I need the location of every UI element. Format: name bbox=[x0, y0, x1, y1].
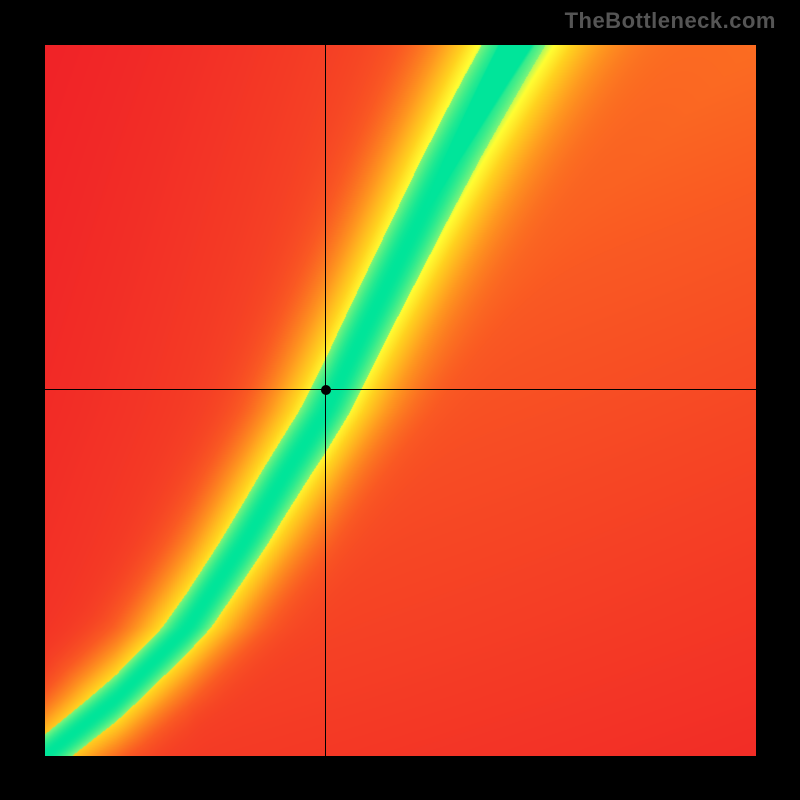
heatmap-plot bbox=[45, 45, 756, 756]
crosshair-horizontal bbox=[45, 389, 756, 390]
crosshair-marker bbox=[321, 385, 331, 395]
crosshair-vertical bbox=[325, 45, 326, 756]
watermark-text: TheBottleneck.com bbox=[565, 8, 776, 34]
heatmap-canvas bbox=[45, 45, 756, 756]
